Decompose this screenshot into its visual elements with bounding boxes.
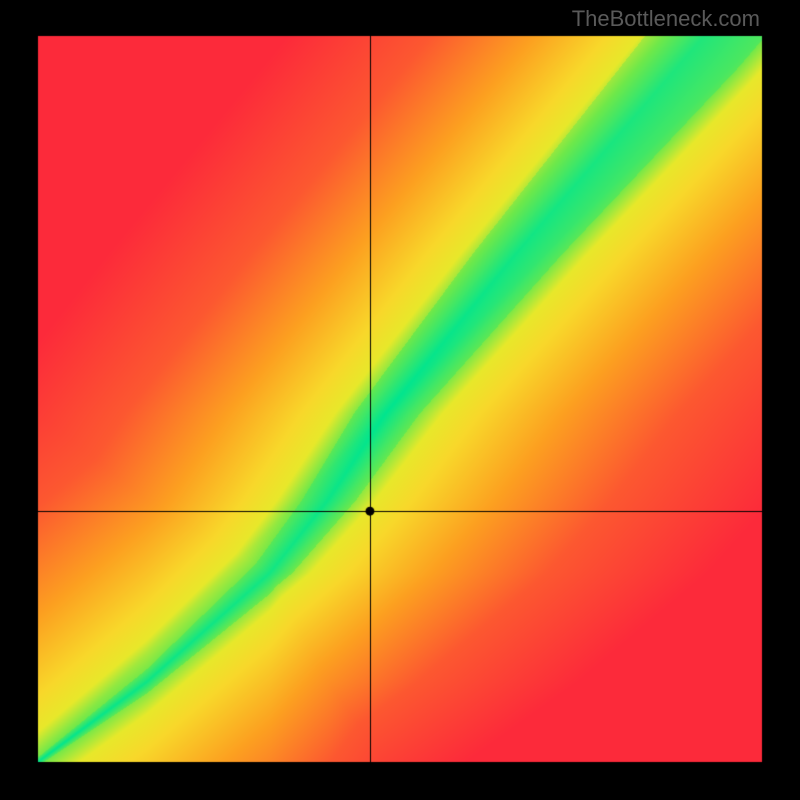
bottleneck-heatmap-canvas: [0, 0, 800, 800]
watermark-text: TheBottleneck.com: [572, 6, 760, 32]
chart-container: TheBottleneck.com: [0, 0, 800, 800]
